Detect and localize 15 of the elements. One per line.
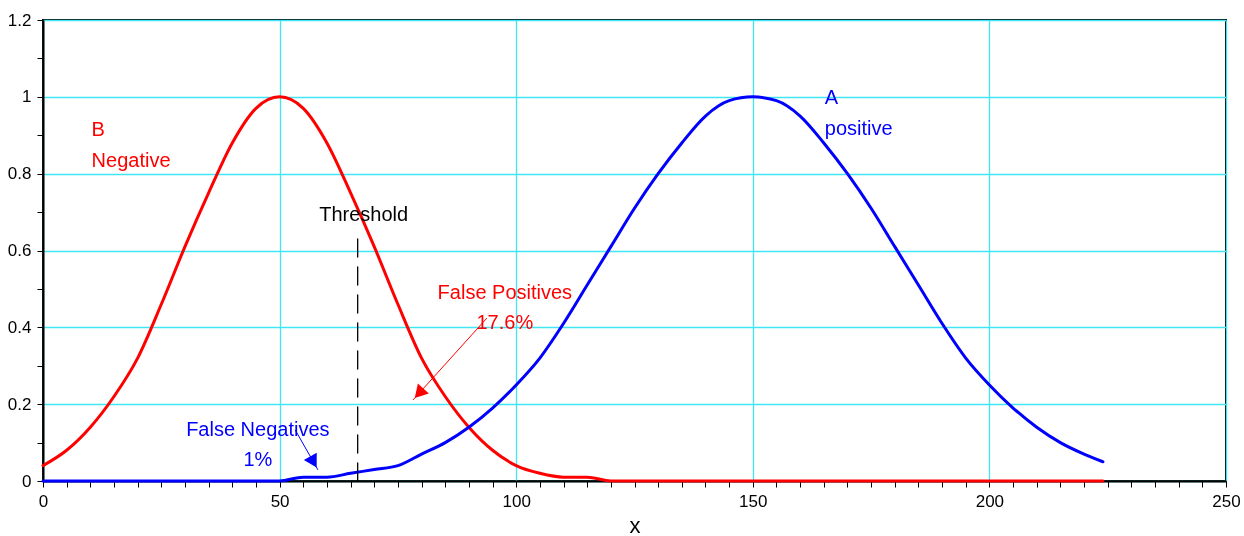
- x-tick-label: 0: [38, 491, 49, 511]
- x-axis-title: x: [629, 512, 641, 536]
- y-tick-label: 1: [22, 87, 32, 107]
- y-tick-label: 0.6: [7, 241, 32, 260]
- x-tick-label: 150: [739, 491, 768, 511]
- text: B Negative: [91, 117, 171, 171]
- y-tick-label: 0.4: [7, 317, 32, 337]
- x-tick-label: 100: [502, 491, 531, 511]
- y-tick-label: 0.2: [7, 394, 32, 414]
- x-tick-label: 50: [270, 491, 290, 511]
- y-tick-label: 0: [22, 471, 32, 491]
- x-tick-label: 250: [1212, 491, 1241, 511]
- x-tick-label: 200: [975, 491, 1005, 511]
- y-tick-label: 0.8: [7, 164, 32, 184]
- y-tick-label: 1.2: [7, 10, 32, 30]
